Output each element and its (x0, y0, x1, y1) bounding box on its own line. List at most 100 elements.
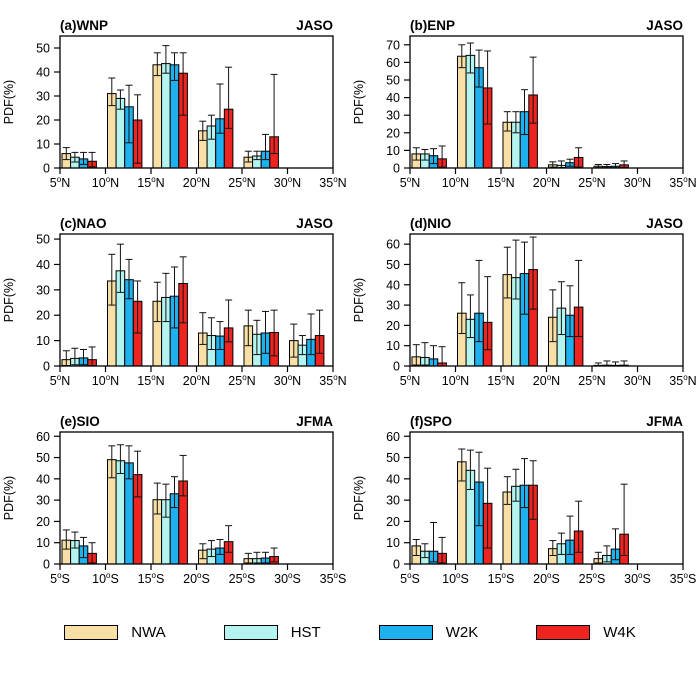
svg-text:15oN: 15oN (487, 373, 514, 388)
svg-text:5oS: 5oS (400, 571, 420, 586)
svg-text:30: 30 (386, 109, 400, 123)
legend-item-w2k: W2K (378, 624, 479, 641)
svg-text:20oN: 20oN (533, 175, 560, 190)
svg-text:10: 10 (36, 536, 50, 550)
svg-text:50: 50 (386, 74, 400, 88)
svg-text:35oN: 35oN (319, 373, 346, 388)
svg-text:10oN: 10oN (442, 373, 469, 388)
svg-text:10: 10 (36, 138, 50, 152)
svg-text:30: 30 (36, 283, 50, 297)
legend-swatch-w2k (378, 625, 433, 640)
svg-text:0: 0 (393, 558, 400, 572)
svg-text:10: 10 (386, 339, 400, 353)
svg-text:20: 20 (36, 515, 50, 529)
panel-c-nao: (c)NAO JASO PDF(%) 0 10 20 30 40 50 5oN 10oN 15o… (0, 212, 350, 410)
chart-b-enp: (b)ENP JASO PDF(%) 0 10 20 30 40 50 60 70 5oN 10o… (352, 18, 697, 190)
svg-text:10oS: 10oS (442, 571, 469, 586)
svg-text:20: 20 (36, 309, 50, 323)
svg-text:0: 0 (393, 162, 400, 176)
panel-season-label: JASO (296, 18, 333, 33)
svg-text:30oS: 30oS (274, 571, 301, 586)
svg-text:40: 40 (386, 278, 400, 292)
y-axis-label: PDF(%) (2, 278, 16, 322)
panel-title: (c)NAO (60, 216, 107, 231)
panel-season-label: JFMA (646, 414, 683, 429)
svg-text:35oN: 35oN (669, 175, 696, 190)
svg-text:35oS: 35oS (670, 571, 697, 586)
svg-text:25oN: 25oN (578, 175, 605, 190)
svg-text:60: 60 (386, 238, 400, 252)
svg-text:30: 30 (36, 90, 50, 104)
svg-text:20: 20 (36, 114, 50, 128)
svg-text:40: 40 (36, 66, 50, 80)
svg-text:10oN: 10oN (92, 175, 119, 190)
svg-text:15oN: 15oN (137, 373, 164, 388)
chart-a-wnp: (a)WNP JASO PDF(%) 0 10 20 30 40 50 5oN 10oN 15o… (2, 18, 347, 190)
svg-text:30oS: 30oS (624, 571, 651, 586)
svg-text:40: 40 (386, 472, 400, 486)
y-axis-label: PDF(%) (2, 476, 16, 520)
panel-season-label: JASO (296, 216, 333, 231)
svg-text:10oN: 10oN (92, 373, 119, 388)
svg-text:20oN: 20oN (183, 373, 210, 388)
svg-text:30oN: 30oN (274, 175, 301, 190)
svg-text:10oN: 10oN (442, 175, 469, 190)
svg-text:70: 70 (386, 38, 400, 52)
svg-text:15oN: 15oN (487, 175, 514, 190)
svg-text:50: 50 (386, 258, 400, 272)
svg-text:30oN: 30oN (624, 373, 651, 388)
y-axis-label: PDF(%) (352, 476, 366, 520)
panel-season-label: JASO (646, 18, 683, 33)
svg-text:25oN: 25oN (228, 175, 255, 190)
svg-text:0: 0 (43, 360, 50, 374)
panel-title: (a)WNP (60, 18, 108, 33)
svg-text:20: 20 (386, 515, 400, 529)
legend: NWA HST W2K W4K (0, 624, 700, 641)
legend-label-w2k: W2K (445, 624, 479, 641)
panel-b-enp: (b)ENP JASO PDF(%) 0 10 20 30 40 50 60 70 5oN 10o… (350, 14, 700, 212)
svg-text:15oS: 15oS (488, 571, 515, 586)
svg-text:30: 30 (36, 494, 50, 508)
legend-swatch-hst (223, 625, 278, 640)
svg-text:5oN: 5oN (400, 175, 420, 190)
panel-d-nio: (d)NIO JASO PDF(%) 0 10 20 30 40 50 60 5oN 10oN 1… (350, 212, 700, 410)
svg-text:25oN: 25oN (228, 373, 255, 388)
svg-text:25oN: 25oN (578, 373, 605, 388)
svg-text:20oN: 20oN (183, 175, 210, 190)
svg-text:35oN: 35oN (669, 373, 696, 388)
svg-text:20oS: 20oS (533, 571, 560, 586)
svg-text:0: 0 (393, 360, 400, 374)
svg-text:10: 10 (386, 536, 400, 550)
legend-label-nwa: NWA (131, 624, 166, 641)
svg-text:40: 40 (386, 91, 400, 105)
svg-text:40: 40 (36, 258, 50, 272)
legend-swatch-w4k (536, 625, 591, 640)
svg-text:20: 20 (386, 126, 400, 140)
legend-item-hst: HST (223, 624, 321, 641)
svg-text:40: 40 (36, 472, 50, 486)
legend-label-hst: HST (290, 624, 321, 641)
y-axis-label: PDF(%) (352, 80, 366, 124)
svg-text:60: 60 (386, 430, 400, 444)
svg-text:10oS: 10oS (92, 571, 119, 586)
svg-text:25oS: 25oS (229, 571, 256, 586)
svg-text:5oN: 5oN (50, 373, 70, 388)
svg-text:35oN: 35oN (319, 175, 346, 190)
svg-text:15oS: 15oS (138, 571, 165, 586)
svg-text:20oN: 20oN (533, 373, 560, 388)
panel-a-wnp: (a)WNP JASO PDF(%) 0 10 20 30 40 50 5oN 10oN 15o… (0, 14, 350, 212)
panel-season-label: JASO (646, 216, 683, 231)
panel-title: (d)NIO (410, 216, 451, 231)
svg-text:0: 0 (43, 162, 50, 176)
svg-text:30: 30 (386, 494, 400, 508)
svg-text:10: 10 (386, 144, 400, 158)
svg-text:60: 60 (36, 430, 50, 444)
svg-text:15oN: 15oN (137, 175, 164, 190)
svg-text:50: 50 (36, 42, 50, 56)
figure-tc-pdf-latitude: (a)WNP JASO PDF(%) 0 10 20 30 40 50 5oN 10oN 15o… (0, 14, 700, 641)
svg-text:20: 20 (386, 319, 400, 333)
svg-text:0: 0 (43, 558, 50, 572)
panel-season-label: JFMA (296, 414, 333, 429)
svg-text:20oS: 20oS (183, 571, 210, 586)
svg-text:5oN: 5oN (400, 373, 420, 388)
